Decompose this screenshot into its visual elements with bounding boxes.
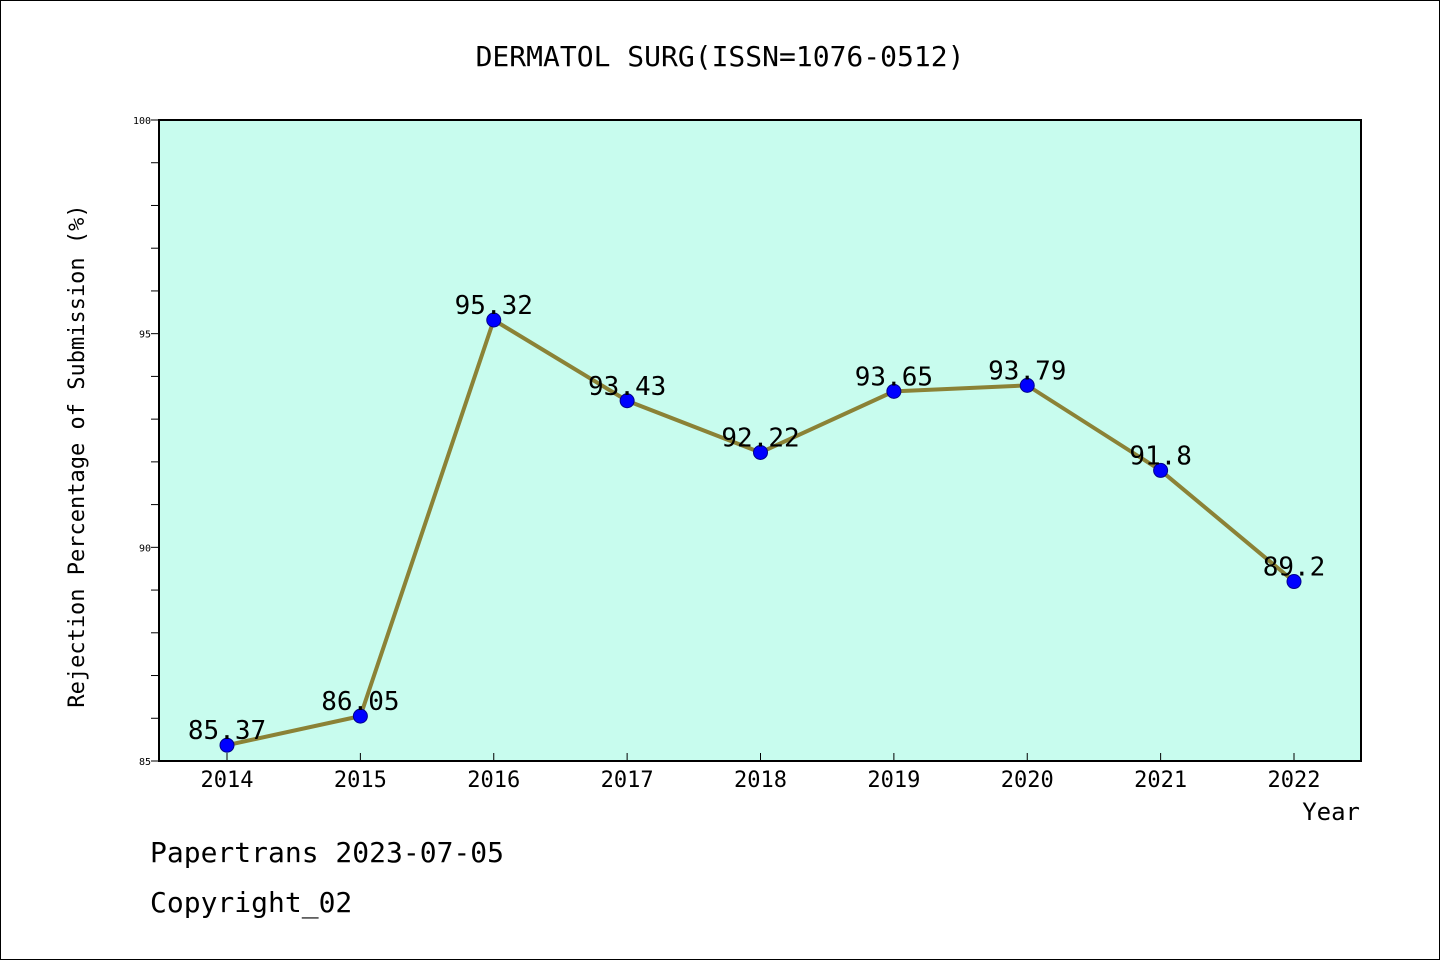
x-tick-label: 2018 (734, 768, 787, 793)
data-label: 93.79 (988, 356, 1066, 386)
footer-copyright: Copyright_02 (150, 886, 353, 919)
data-label: 92.22 (721, 423, 799, 453)
data-label: 85.37 (188, 716, 266, 746)
x-tick-label: 2021 (1134, 768, 1187, 793)
footer-date: Papertrans 2023-07-05 (150, 836, 505, 869)
x-tick-label: 2022 (1268, 768, 1321, 793)
y-tick-label: 100 (133, 116, 151, 127)
data-label: 91.8 (1129, 441, 1192, 471)
y-tick-label: 85 (139, 757, 151, 768)
x-tick-label: 2014 (201, 768, 254, 793)
data-label: 95.32 (455, 291, 533, 321)
x-tick-label: 2015 (334, 768, 387, 793)
plot-area (158, 119, 1362, 762)
data-point (619, 393, 635, 409)
data-point (219, 737, 235, 753)
data-point (886, 383, 902, 399)
x-axis-label: Year (1302, 798, 1360, 826)
x-tick-label: 2020 (1001, 768, 1054, 793)
data-point (1286, 574, 1302, 590)
data-point (352, 708, 368, 724)
data-point (486, 312, 502, 328)
data-label: 93.65 (855, 362, 933, 392)
y-axis-label: Rejection Percentage of Submission (%) (65, 204, 90, 707)
y-tick-label: 95 (139, 330, 151, 341)
data-point (1153, 462, 1169, 478)
data-point (753, 444, 768, 460)
data-point (1019, 377, 1035, 393)
x-tick-label: 2017 (601, 768, 654, 793)
chart-title: DERMATOL SURG(ISSN=1076-0512) (476, 40, 965, 73)
series: 85.37 86.05 95.32 93.43 92.22 93.65 93.79 91.8 8… (188, 291, 1326, 753)
data-label: 89.2 (1263, 553, 1326, 583)
y-axis: 85 90 95 100 (133, 116, 159, 768)
data-label: 86.05 (321, 687, 399, 717)
x-tick-label: 2019 (867, 768, 920, 793)
x-axis: 2014 2015 2016 2017 2018 2019 2020 2021 2022 (201, 753, 1321, 793)
data-label: 93.43 (588, 372, 666, 402)
y-tick-label: 90 (139, 543, 151, 554)
x-tick-label: 2016 (467, 768, 520, 793)
